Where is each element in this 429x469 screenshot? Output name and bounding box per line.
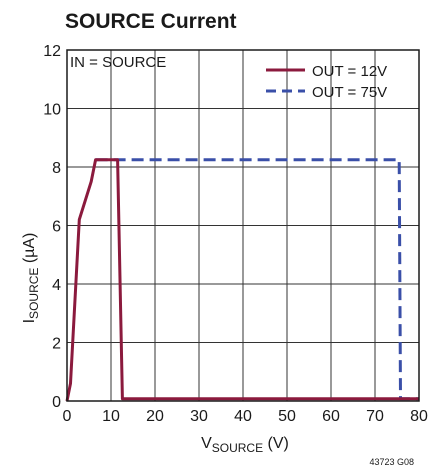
- figure-code: 43723 G08: [369, 457, 414, 467]
- y-tick-label: 2: [52, 336, 61, 353]
- condition-annotation: IN = SOURCE: [70, 54, 166, 71]
- y-axis-label-main: I: [21, 319, 38, 323]
- legend-label-out-75v: OUT = 75V: [312, 84, 387, 101]
- series-line-out-75v: [95, 158, 419, 401]
- plot-frame: [66, 49, 420, 402]
- y-tick-label: 4: [52, 277, 61, 294]
- series-line-out-12v: [65, 158, 419, 402]
- x-tick-label: 10: [102, 408, 120, 425]
- chart-title: SOURCE Current: [65, 10, 237, 33]
- x-tick-label: 40: [234, 408, 252, 425]
- grid: [67, 50, 419, 401]
- y-tick-label: 6: [52, 219, 61, 236]
- y-axis-label: ISOURCE (µA): [21, 233, 41, 324]
- x-axis-label-main: V: [201, 435, 212, 452]
- legend: OUT = 12V OUT = 75V: [266, 63, 387, 101]
- x-tick-label: 50: [278, 408, 296, 425]
- legend-label-out-12v: OUT = 12V: [312, 63, 387, 80]
- x-axis-label-unit: (V): [263, 435, 289, 452]
- y-tick-label: 12: [43, 43, 61, 60]
- x-axis-label: VSOURCE (V): [201, 435, 289, 455]
- y-axis-label-subscript: SOURCE: [27, 268, 41, 319]
- x-tick-label: 30: [190, 408, 208, 425]
- x-tick-label: 0: [63, 408, 72, 425]
- x-tick-label: 70: [366, 408, 384, 425]
- x-axis-label-subscript: SOURCE: [212, 441, 263, 455]
- y-tick-label: 0: [52, 394, 61, 411]
- tick-labels: 0 10 20 30 40 50 60 70 80 0 2 4 6 8 10 12: [43, 43, 428, 425]
- plot-series: [65, 158, 419, 402]
- x-tick-label: 80: [410, 408, 428, 425]
- y-tick-label: 8: [52, 160, 61, 177]
- x-tick-label: 20: [146, 408, 164, 425]
- x-tick-label: 60: [322, 408, 340, 425]
- y-axis-label-unit: (µA): [21, 233, 38, 268]
- y-tick-label: 10: [43, 102, 61, 119]
